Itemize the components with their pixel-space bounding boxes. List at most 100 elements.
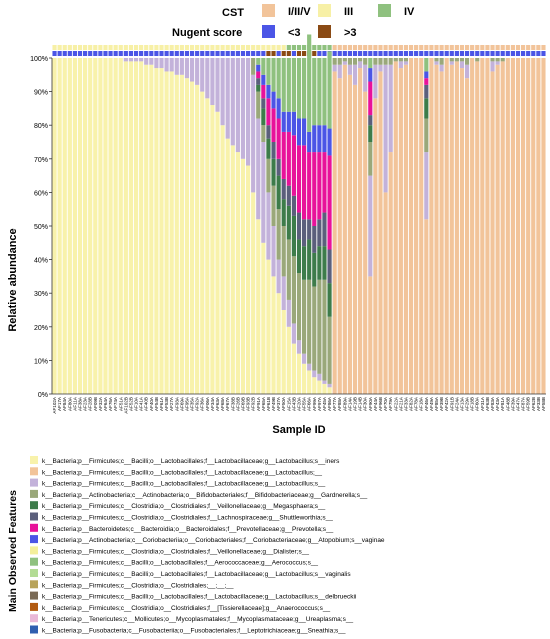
x-tick-label: AF58B bbox=[541, 397, 546, 411]
stacked-bar-plot: 0% 10% 20% 30% 40% 50% 60% 70% 80% 90% 100% AF102A… bbox=[7, 34, 546, 436]
bar-segment bbox=[317, 380, 322, 394]
nugent-cell bbox=[57, 51, 62, 56]
cst-cell bbox=[352, 45, 358, 50]
bar-segment bbox=[225, 58, 230, 139]
bar-segment bbox=[302, 353, 307, 364]
bar-segment bbox=[215, 111, 220, 394]
x-tick-label: AF51A bbox=[118, 396, 123, 411]
bar-segment bbox=[403, 58, 409, 62]
bar-segment bbox=[434, 61, 439, 65]
bar-segment bbox=[296, 273, 302, 341]
nugent-cell bbox=[424, 51, 429, 56]
bar-segment bbox=[149, 58, 154, 65]
bar-segment bbox=[352, 58, 358, 65]
bar-segment bbox=[169, 58, 174, 72]
cst-cell bbox=[281, 45, 286, 50]
bar-segment bbox=[317, 373, 322, 381]
bar-segment bbox=[317, 152, 322, 220]
cst-cell bbox=[113, 45, 118, 50]
cst-cell bbox=[103, 45, 108, 50]
nugent-cell bbox=[495, 51, 500, 56]
bar-segment bbox=[342, 64, 347, 394]
nugent-legend-label: >3 bbox=[344, 27, 357, 39]
cst-cell bbox=[291, 45, 296, 50]
bar-segment bbox=[128, 61, 134, 395]
bar-segment bbox=[235, 152, 240, 394]
feature-label: k__Bacteria;p__Actinobacteria;c__Corioba… bbox=[42, 537, 385, 544]
bar-segment bbox=[424, 58, 429, 72]
nugent-cell bbox=[144, 51, 149, 56]
feature-label: k__Bacteria;p__Firmicutes;c__Bacilli;o__… bbox=[42, 571, 351, 578]
nugent-cell bbox=[312, 51, 317, 56]
cst-cell bbox=[332, 45, 337, 50]
x-tick-label: AF88A bbox=[337, 396, 342, 411]
bar-segment bbox=[312, 125, 317, 153]
bar-segment bbox=[261, 84, 266, 99]
bar-segment bbox=[251, 58, 256, 75]
x-tick-label: AF24A bbox=[454, 396, 459, 411]
feature-label: k__Bacteria;p__Actinobacteria;c__Actinob… bbox=[42, 492, 368, 499]
nugent-cell bbox=[128, 51, 134, 56]
cst-legend-label: IV bbox=[404, 6, 415, 18]
bar-segment bbox=[347, 74, 353, 395]
x-tick-label: AF67A bbox=[225, 396, 230, 411]
cst-cell bbox=[414, 45, 419, 50]
bar-segment bbox=[276, 175, 281, 210]
feature-swatch bbox=[30, 591, 38, 600]
bar-segment bbox=[454, 61, 459, 395]
bar-segment bbox=[434, 64, 439, 394]
cst-cell bbox=[149, 45, 154, 50]
cst-cell bbox=[419, 45, 424, 50]
y-tick-label: 20% bbox=[34, 325, 48, 332]
bar-segment bbox=[281, 310, 286, 394]
nugent-cell bbox=[169, 51, 174, 56]
x-tick-label: AF78A bbox=[414, 396, 419, 411]
bar-segment bbox=[317, 219, 322, 247]
cst-cell bbox=[373, 45, 378, 50]
x-tick-label: AF92A bbox=[195, 396, 200, 411]
bar-segment bbox=[302, 279, 307, 354]
cst-cell bbox=[77, 45, 83, 50]
cst-cell bbox=[398, 45, 403, 50]
nugent-cell bbox=[72, 51, 78, 56]
bar-segment bbox=[296, 212, 302, 240]
cst-cell bbox=[434, 45, 439, 50]
bar-segment bbox=[240, 158, 246, 394]
bar-segment bbox=[317, 58, 322, 126]
x-tick-label: AF32A bbox=[98, 396, 103, 411]
bar-segment bbox=[286, 111, 291, 132]
cst-cell bbox=[276, 45, 281, 50]
cst-cell bbox=[256, 45, 261, 50]
bar-segment bbox=[271, 91, 276, 109]
cst-cell bbox=[449, 45, 454, 50]
cst-cell bbox=[454, 45, 459, 50]
bar-segment bbox=[286, 131, 291, 186]
bar-segment bbox=[266, 58, 271, 85]
x-tick-label: AF97A bbox=[317, 396, 322, 411]
cst-cell bbox=[296, 45, 302, 50]
cst-cell bbox=[510, 45, 515, 50]
bar-segment bbox=[449, 61, 454, 65]
feature-label: k__Bacteria;p__Firmicutes;c__Clostridia;… bbox=[42, 548, 309, 555]
bar-segment bbox=[510, 58, 515, 394]
bar-segment bbox=[286, 58, 291, 112]
nugent-cell bbox=[149, 51, 154, 56]
feature-swatch bbox=[30, 602, 38, 611]
bar-segment bbox=[327, 249, 332, 284]
bar-segment bbox=[398, 58, 403, 62]
feature-items: k__Bacteria;p__Firmicutes;c__Bacilli;o__… bbox=[30, 456, 385, 635]
bar-segment bbox=[541, 58, 546, 394]
bar-segment bbox=[459, 68, 465, 394]
x-tick-label: AF40B bbox=[144, 397, 149, 411]
bar-segment bbox=[256, 118, 261, 220]
x-tick-label: AF70A bbox=[383, 396, 388, 411]
bar-segment bbox=[373, 58, 378, 65]
x-tick-label: AF46A bbox=[424, 396, 429, 411]
bar-segment bbox=[261, 74, 266, 85]
bar-segment bbox=[276, 118, 281, 159]
cst-cell bbox=[200, 45, 205, 50]
cst-cell bbox=[302, 45, 307, 50]
x-axis-label: Sample ID bbox=[272, 424, 325, 436]
bar-segment bbox=[322, 279, 327, 381]
x-tick-label: AF38A bbox=[78, 396, 83, 411]
